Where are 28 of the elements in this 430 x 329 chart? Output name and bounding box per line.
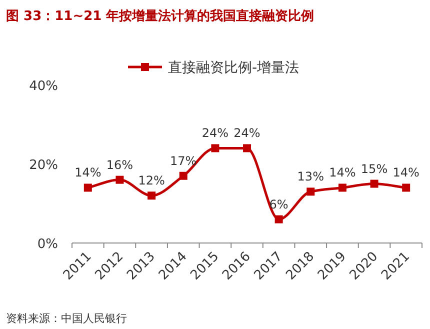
text: 14% (392, 166, 420, 180)
text: 12% (138, 174, 165, 188)
point (116, 176, 124, 184)
point (402, 184, 410, 192)
text: 15% (360, 162, 388, 176)
y-tick-label: 40% (29, 79, 58, 94)
text: 13% (297, 170, 324, 184)
point (306, 188, 315, 196)
point (274, 215, 283, 224)
text: 24% (234, 126, 260, 140)
text: 16% (106, 158, 134, 172)
point (370, 180, 378, 188)
point (243, 144, 251, 152)
text: 14% (329, 166, 356, 180)
y-tick-label: 0% (37, 237, 58, 252)
chart-title: 图 33：11~21 年按增量法计算的我国直接融资比例 (6, 8, 314, 24)
point (338, 184, 346, 192)
y-tick-label: 20% (29, 158, 58, 173)
text: 资料来源：中国人民银行 (6, 312, 127, 325)
point (211, 144, 220, 152)
text: 6% (269, 197, 288, 212)
point (84, 184, 92, 192)
text: 24% (202, 126, 229, 140)
point (179, 172, 188, 180)
point (148, 192, 156, 200)
text: 17% (170, 154, 197, 168)
legend-label: 直接融资比例-增量法 (168, 60, 300, 76)
text: 14% (74, 166, 102, 180)
